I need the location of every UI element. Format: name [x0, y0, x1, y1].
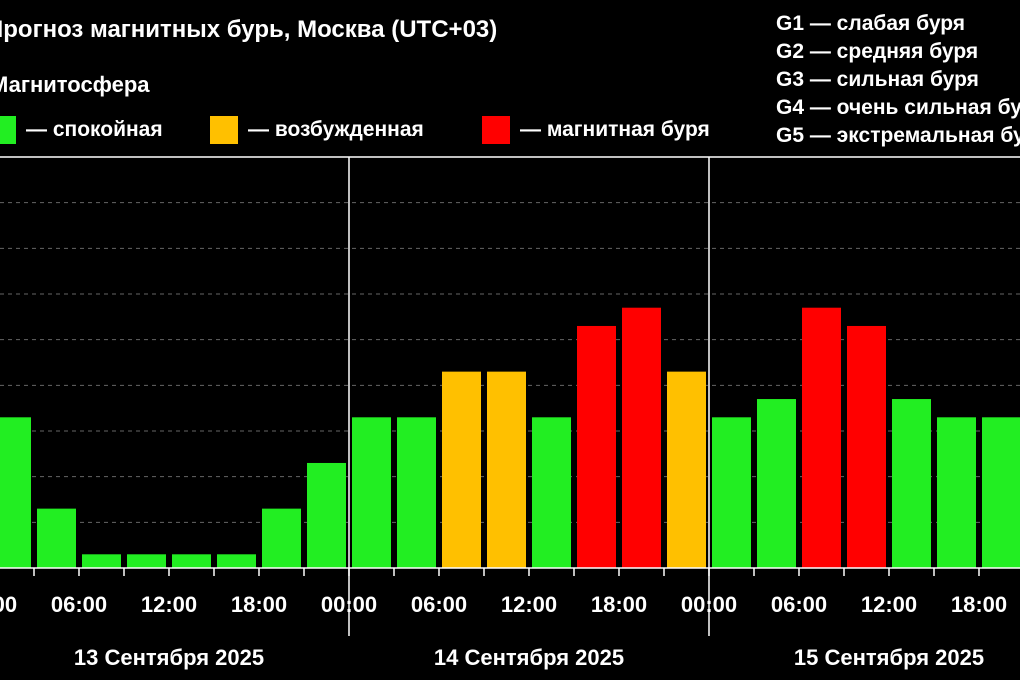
x-tick-label: 18:00 [231, 592, 287, 617]
storm-level-g3: G3 — сильная буря [776, 68, 979, 91]
bar [127, 554, 166, 568]
bar [532, 417, 571, 568]
x-tick-label: 00:00 [321, 592, 377, 617]
storm-level-g2: G2 — средняя буря [776, 40, 979, 63]
chart-title: Прогноз магнитных бурь, Москва (UTC+03) [0, 16, 498, 43]
x-tick-label: 06:00 [771, 592, 827, 617]
legend-label-excited: — возбужденная [248, 118, 424, 141]
date-label: 13 Сентября 2025 [74, 645, 264, 670]
x-tick-label: 12:00 [141, 592, 197, 617]
storm-level-list: G1 — слабая буря G2 — средняя буря G3 — … [776, 10, 1020, 150]
legend-swatch-excited [210, 116, 238, 144]
bar [667, 371, 706, 568]
storm-level-g5: G5 — экстремальная буря [776, 124, 1020, 147]
bar [892, 399, 931, 568]
bar [217, 554, 256, 568]
bar [37, 508, 76, 568]
bar [172, 554, 211, 568]
bar [937, 417, 976, 568]
bar [802, 307, 841, 568]
x-tick-label: 00:00 [681, 592, 737, 617]
bar [397, 417, 436, 568]
x-tick-label: 00:00 [0, 592, 17, 617]
legend-heading: Магнитосфера [0, 72, 150, 97]
storm-level-g4: G4 — очень сильная буря [776, 96, 1020, 119]
bar [442, 371, 481, 568]
legend-label-storm: — магнитная буря [520, 118, 710, 141]
legend-label-calm: — спокойная [26, 118, 163, 141]
bar [307, 462, 346, 568]
bar [847, 325, 886, 568]
bar [262, 508, 301, 568]
bar [352, 417, 391, 568]
date-label: 14 Сентября 2025 [434, 645, 624, 670]
bar [82, 554, 121, 568]
date-label: 15 Сентября 2025 [794, 645, 984, 670]
bar [712, 417, 751, 568]
bar [982, 417, 1020, 568]
x-tick-label: 06:00 [51, 592, 107, 617]
x-tick-label: 12:00 [861, 592, 917, 617]
x-tick-label: 12:00 [501, 592, 557, 617]
x-tick-label: 06:00 [411, 592, 467, 617]
legend-swatch-calm [0, 116, 16, 144]
legend-item-excited: — возбужденная [210, 116, 424, 144]
bar [622, 307, 661, 568]
x-tick-label: 18:00 [591, 592, 647, 617]
storm-level-g1: G1 — слабая буря [776, 12, 966, 35]
legend-item-storm: — магнитная буря [482, 116, 710, 144]
bar [577, 325, 616, 568]
x-tick-label: 18:00 [951, 592, 1007, 617]
legend-swatch-storm [482, 116, 510, 144]
bar [757, 399, 796, 568]
bar [487, 371, 526, 568]
bar [0, 417, 31, 568]
legend-item-calm: — спокойная [0, 116, 163, 144]
